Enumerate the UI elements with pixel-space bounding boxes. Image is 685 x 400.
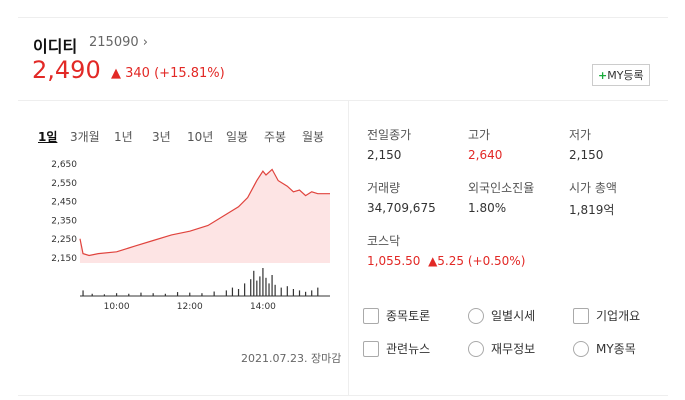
period-tab[interactable]: 월봉	[302, 130, 325, 144]
volume-bar	[164, 293, 166, 296]
volume-bar	[231, 287, 234, 296]
stat-label: 외국인소진율	[468, 181, 535, 195]
y-tick-label: 2,450	[51, 198, 77, 208]
stock-code: 215090 ›	[89, 35, 148, 50]
index-values: 1,055.50 ▲5.25 (+0.50%)	[367, 254, 526, 268]
volume-bar	[250, 279, 252, 296]
link[interactable]: 재무정보	[491, 342, 536, 356]
link[interactable]: 종목토론	[386, 309, 431, 323]
stat-label: 고가	[468, 128, 491, 142]
y-tick-label: 2,650	[51, 160, 77, 170]
link-icon	[468, 308, 484, 324]
link[interactable]: 기업개요	[596, 309, 641, 323]
link-icon	[363, 341, 379, 357]
index-rate: (+0.50%)	[467, 254, 526, 268]
volume-bar	[82, 290, 84, 296]
stat-label: 전일종가	[367, 128, 412, 142]
period-tab[interactable]: 3년	[152, 130, 171, 144]
volume-bar	[176, 292, 179, 296]
stat-label: 저가	[569, 128, 592, 142]
volume-bar	[271, 275, 273, 296]
x-tick-label: 14:00	[250, 302, 276, 312]
link-icon	[573, 341, 589, 357]
volume-bar	[268, 283, 270, 296]
link-icon	[363, 308, 379, 324]
change-rate: (+15.81%)	[154, 66, 225, 81]
volume-bar	[286, 286, 288, 296]
bottom-border	[18, 395, 668, 396]
volume-bar	[189, 292, 191, 296]
link[interactable]: 관련뉴스	[386, 342, 431, 356]
top-border	[18, 17, 668, 18]
y-tick-label: 2,350	[51, 216, 77, 226]
change: ▲ 340 (+15.81%)	[111, 66, 225, 81]
volume-bar	[115, 293, 118, 296]
volume-bar	[152, 293, 154, 296]
stat-value: 2,150	[569, 148, 604, 162]
volume-bar	[265, 277, 267, 296]
period-tab[interactable]: 3개월	[70, 130, 100, 144]
stat-value: 1.80%	[468, 201, 507, 215]
period-tab[interactable]: 10년	[187, 130, 214, 144]
y-tick-label: 2,550	[51, 179, 77, 189]
volume-bar	[256, 280, 258, 296]
period-tab[interactable]: 일봉	[226, 130, 249, 144]
v-divider	[348, 100, 349, 395]
my-button[interactable]: +MY등록	[592, 64, 650, 86]
y-tick-label: 2,150	[51, 254, 77, 264]
stock-name[interactable]: 이디티	[33, 37, 78, 56]
divider	[18, 100, 668, 101]
volume-bar	[259, 276, 261, 296]
volume-bar	[128, 293, 130, 296]
price-line	[79, 168, 330, 257]
stat-value: 1,819억	[569, 203, 615, 217]
volume-bar	[298, 290, 301, 296]
period-tab[interactable]: 주봉	[264, 130, 287, 144]
volume-bar	[311, 290, 313, 296]
price-area	[80, 169, 330, 263]
stat-value: 2,150	[367, 148, 402, 162]
volume-bar	[305, 291, 307, 296]
volume-bar	[292, 289, 295, 296]
index-value: 1,055.50	[367, 254, 421, 268]
volume-bar	[274, 284, 276, 296]
code: 215090	[89, 35, 139, 50]
period-tab[interactable]: 1일	[38, 130, 58, 144]
link[interactable]: MY종목	[596, 342, 636, 356]
x-tick-label: 10:00	[104, 302, 130, 312]
stat-label: 거래량	[367, 181, 401, 195]
volume-bar	[91, 293, 93, 296]
stat-value: 34,709,675	[367, 201, 436, 215]
volume-bar	[225, 290, 227, 296]
y-tick-label: 2,250	[51, 235, 77, 245]
volume-bar	[201, 293, 203, 296]
volume-bar	[213, 291, 215, 296]
volume-bar	[140, 292, 142, 296]
volume-bar	[103, 294, 105, 296]
price: 2,490	[32, 56, 101, 84]
footer: 2021.07.23. 장마감	[241, 352, 342, 365]
link-icon	[468, 341, 484, 357]
volume-bar	[280, 287, 282, 296]
x-tick-label: 12:00	[177, 302, 203, 312]
volume-bar	[244, 283, 246, 296]
button-text: MY등록	[607, 69, 644, 82]
change-value: 340	[125, 66, 150, 81]
volume-bar	[237, 289, 240, 296]
index-change: 5.25	[437, 254, 465, 268]
chart: 2,150 2,250 2,350 2,450 2,550 2,650 10:00 12:00…	[51, 160, 330, 312]
volume-bar	[253, 270, 255, 296]
stat-label: 시가 총액	[569, 181, 617, 195]
volume-bar	[317, 287, 319, 296]
stat-value: 2,640	[468, 148, 503, 162]
volume-bar	[262, 268, 264, 296]
index-name: 코스닥	[367, 234, 401, 248]
link-icon	[573, 308, 589, 324]
period-tab[interactable]: 1년	[114, 130, 133, 144]
link[interactable]: 일별시세	[491, 309, 536, 323]
